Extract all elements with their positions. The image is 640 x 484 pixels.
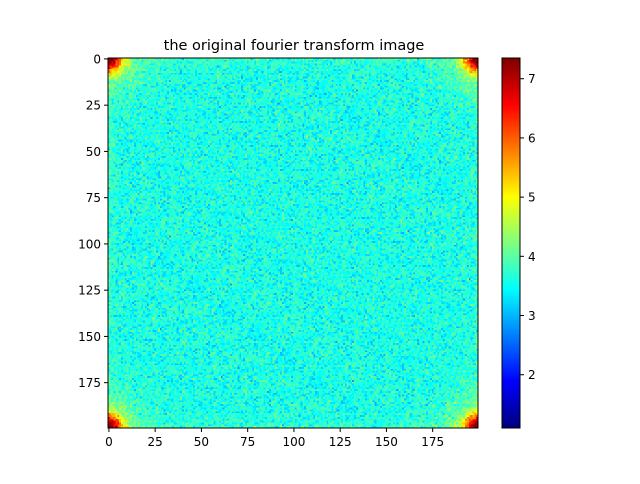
x-tick-label: 0 (105, 435, 113, 449)
y-tick-label: 150 (78, 330, 101, 344)
colorbar-tick-label: 3 (528, 309, 536, 323)
colorbar-frame (501, 57, 521, 429)
x-tick-label: 150 (375, 435, 398, 449)
x-tick-label: 75 (240, 435, 255, 449)
heatmap-image (108, 58, 478, 428)
y-tick-label: 50 (86, 145, 101, 159)
x-tick-label: 175 (421, 435, 444, 449)
plot-frame (107, 57, 479, 429)
chart-title: the original fourier transform image (164, 38, 425, 54)
y-tick-label: 75 (86, 191, 101, 205)
x-tick-label: 125 (329, 435, 352, 449)
colorbar-ticks: 2 3 4 5 6 7 (520, 72, 536, 382)
y-tick-label: 175 (78, 376, 101, 390)
heatmap-raster (108, 58, 478, 428)
y-tick-label: 0 (93, 52, 101, 66)
colorbar-tick-label: 5 (528, 191, 536, 205)
y-tick-label: 125 (78, 284, 101, 298)
x-axis: 0 25 50 75 100 125 150 175 (105, 428, 444, 449)
x-tick-label: 100 (282, 435, 305, 449)
y-axis: 0 25 50 75 100 125 150 175 (78, 52, 108, 390)
colorbar-tick-label: 6 (528, 131, 536, 145)
colorbar-tick-label: 7 (528, 72, 536, 86)
colorbar: 2 3 4 5 6 7 (501, 57, 536, 429)
y-tick-label: 25 (86, 99, 101, 113)
colorbar-gradient (502, 58, 520, 428)
colorbar-tick-label: 2 (528, 368, 536, 382)
y-tick-label: 100 (78, 237, 101, 251)
x-tick-label: 50 (194, 435, 209, 449)
x-tick-label: 25 (148, 435, 163, 449)
colorbar-tick-label: 4 (528, 250, 536, 264)
